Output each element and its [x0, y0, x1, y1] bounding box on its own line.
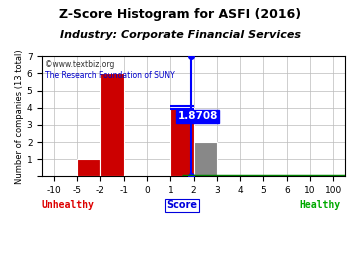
- Bar: [170, 108, 194, 176]
- Text: Unhealthy: Unhealthy: [41, 200, 94, 210]
- Text: Healthy: Healthy: [300, 200, 341, 210]
- Bar: [77, 159, 100, 176]
- Bar: [194, 142, 217, 176]
- Y-axis label: Number of companies (13 total): Number of companies (13 total): [15, 49, 24, 184]
- Text: 1.8708: 1.8708: [177, 111, 218, 121]
- Text: Score: Score: [166, 200, 198, 210]
- Text: The Research Foundation of SUNY: The Research Foundation of SUNY: [45, 71, 175, 80]
- Bar: [100, 73, 124, 176]
- Text: ©www.textbiz.org: ©www.textbiz.org: [45, 60, 114, 69]
- Text: Z-Score Histogram for ASFI (2016): Z-Score Histogram for ASFI (2016): [59, 8, 301, 21]
- Text: Industry: Corporate Financial Services: Industry: Corporate Financial Services: [59, 30, 301, 40]
